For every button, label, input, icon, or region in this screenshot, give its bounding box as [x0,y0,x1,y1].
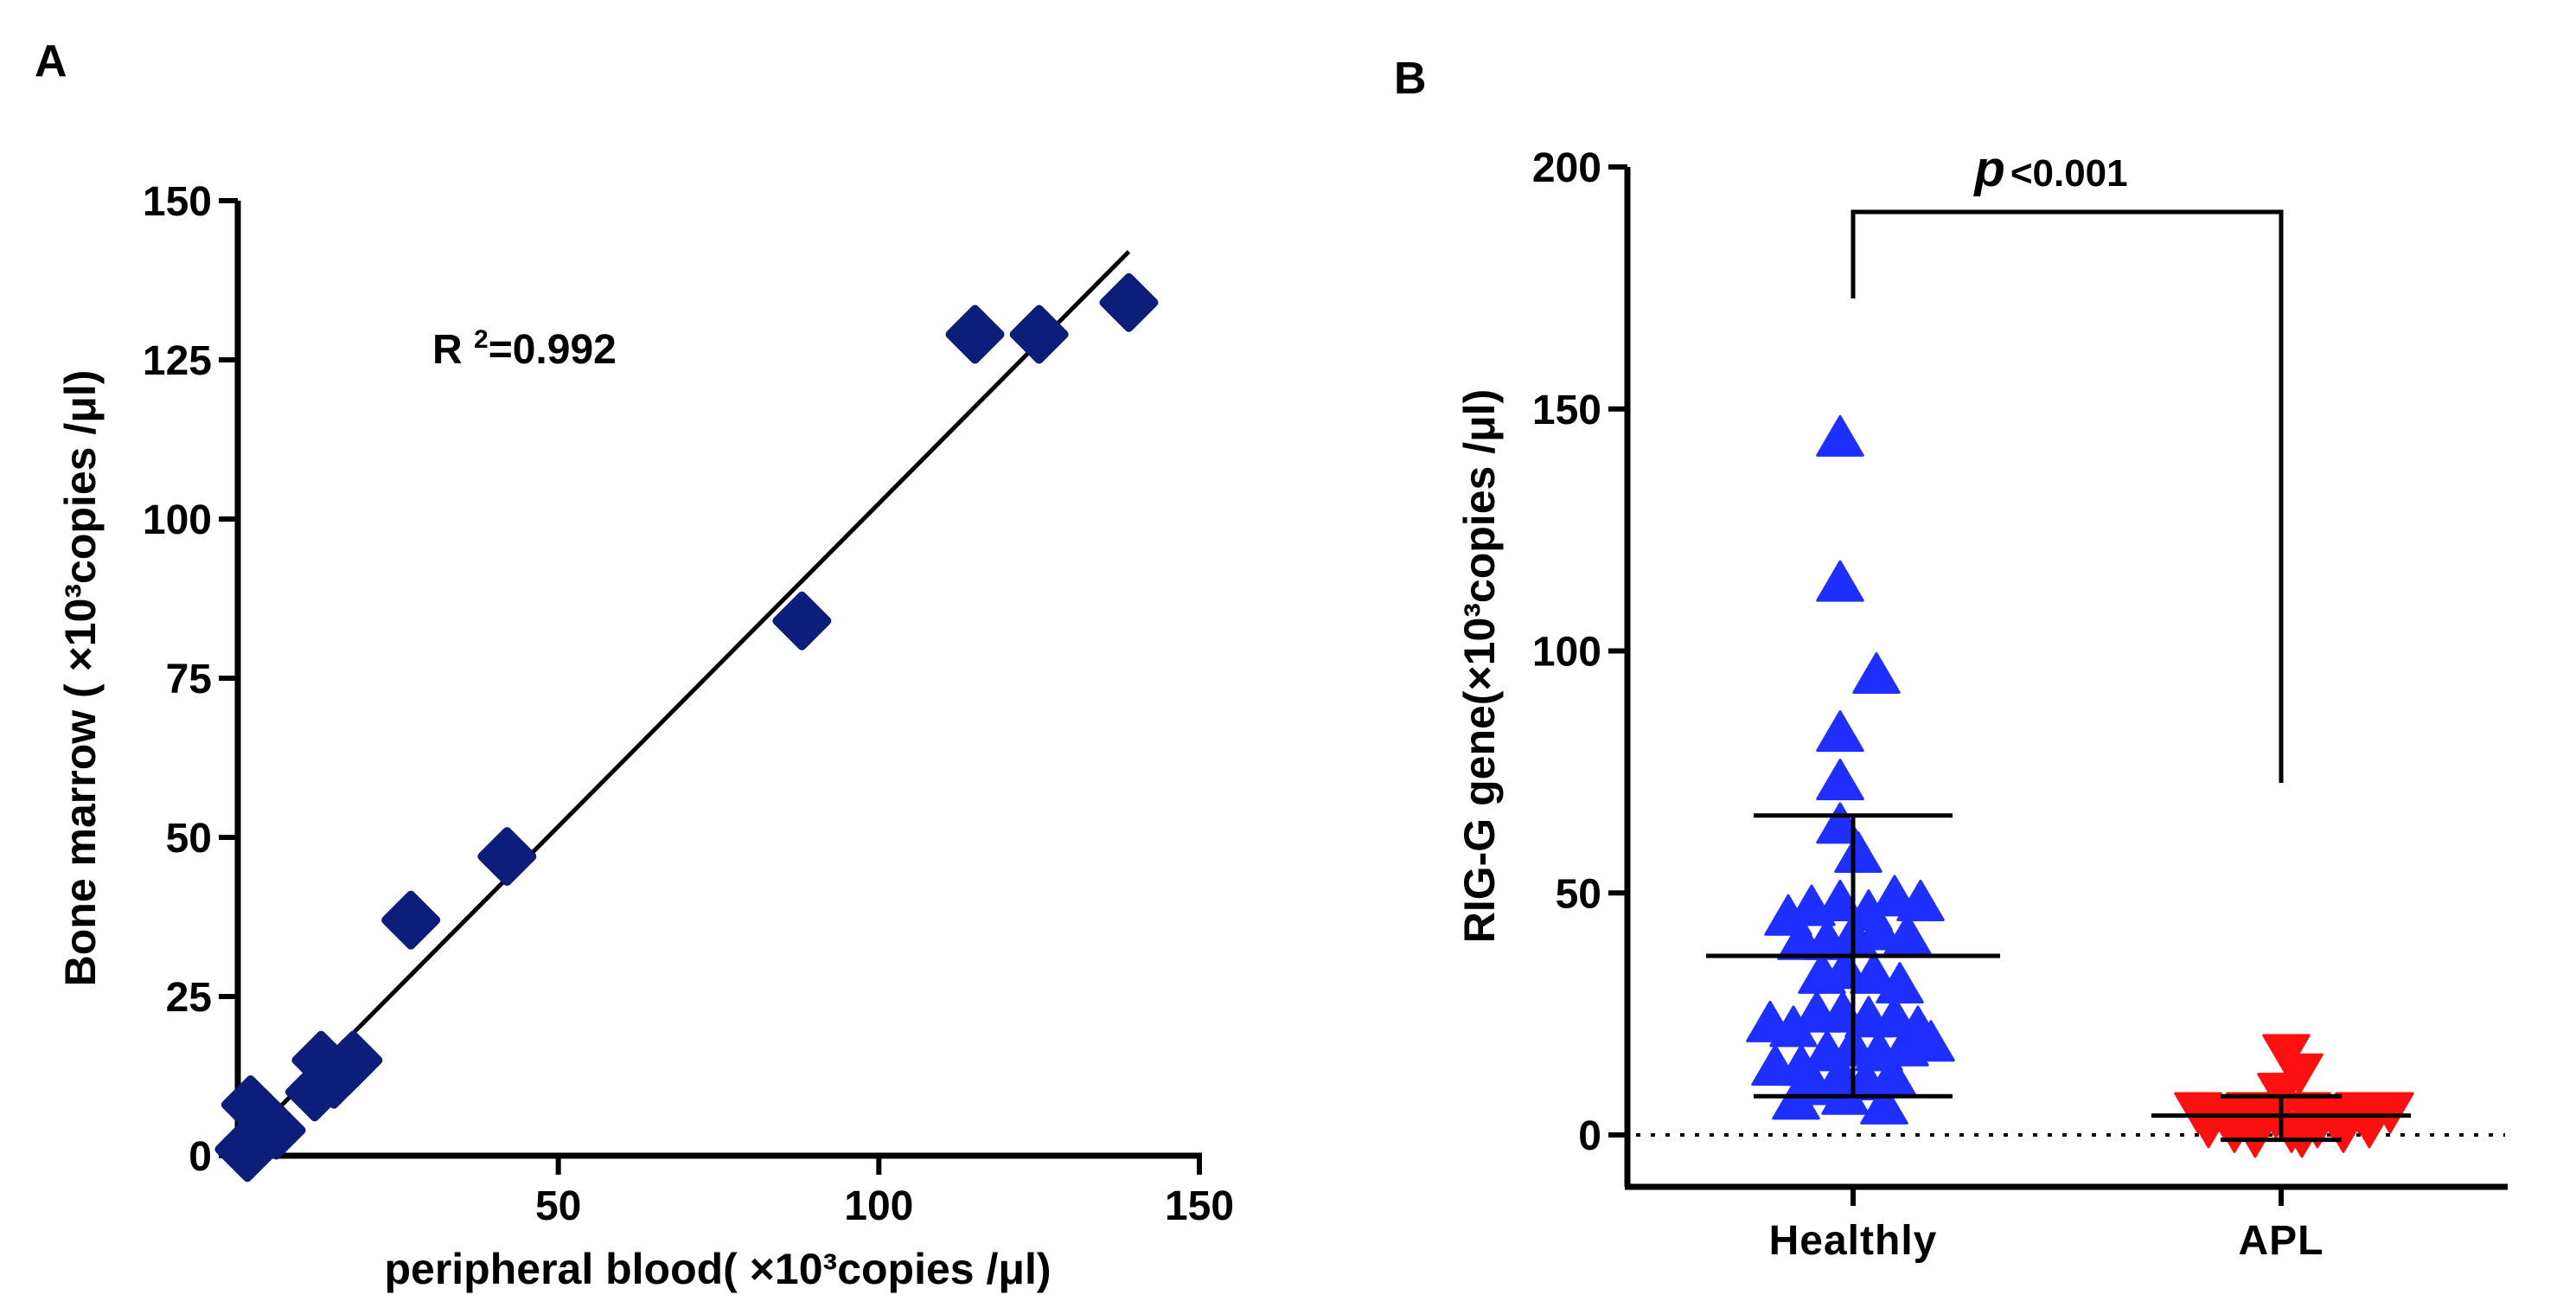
data-point-diamond [1099,272,1159,332]
y-tick-label-a: 50 [166,816,212,862]
y-tick-label-b: 150 [1532,388,1601,433]
y-tick-label-a: 125 [143,338,212,384]
y-axis-title-b: RIG-G gene(×10³copies /μl) [1455,389,1504,943]
x-tick-label-a: 150 [1165,1183,1234,1229]
r-squared-annotation: R 2=0.992 [432,325,617,373]
y-tick-label-a: 25 [166,975,212,1021]
y-tick-label-a: 75 [166,657,212,702]
data-point-diamond [323,1030,383,1090]
data-point-triangle-up [1855,908,1903,951]
fit-line [242,250,1131,1145]
y-tick-label-a: 100 [143,497,212,543]
data-point-triangle-up [1860,1082,1908,1125]
data-point-triangle-up [1907,1020,1955,1062]
category-label: Healthly [1769,1218,1938,1264]
significance-bracket [1851,209,2284,783]
x-tick-label-a: 100 [844,1183,913,1229]
data-point-triangle-up [1896,879,1945,921]
x-axis-title-a: peripheral blood( ×10³copies /μl) [384,1245,1051,1293]
data-point-diamond [477,827,537,887]
y-tick-label-b: 100 [1532,630,1601,676]
data-point-diamond [772,591,832,651]
data-point-triangle-up [1816,414,1864,457]
data-point-triangle-up [1816,759,1864,801]
data-point-triangle-up [1850,952,1898,994]
y-tick-label-a: 0 [189,1134,212,1180]
category-label: APL [2239,1218,2324,1264]
panel-label-b: B [1394,54,1427,104]
y-tick-label-b: 200 [1532,145,1601,191]
x-tick-label-a: 50 [535,1183,581,1229]
data-point-diamond [381,890,441,950]
panel-label-a: A [35,36,67,87]
data-point-diamond [1009,304,1069,364]
data-point-diamond [945,304,1005,364]
y-tick-label-b: 0 [1578,1113,1601,1159]
data-point-diamond [246,1100,306,1160]
data-point-triangle-up [1816,560,1864,602]
y-axis-title-a: Bone marrow ( ×10³copies /μl) [56,370,105,987]
data-point-triangle-up [1816,710,1864,753]
scatter-panel-b: 0 50 100 150 200 Healthly APL p <0.001 RIG-G g… [1455,141,2508,1264]
data-point-triangle-up [1834,830,1882,873]
y-tick-label-b: 50 [1556,871,1601,917]
significance-annotation: p <0.001 [1972,141,2127,197]
y-tick-label-a: 150 [143,179,212,225]
data-point-triangle-up [1821,947,1870,990]
data-point-triangle-up [1772,1078,1820,1120]
data-point-triangle-up [1876,962,1924,1004]
data-point-triangle-up [1852,651,1901,694]
scatter-panel-a: 0 25 50 75 100 125 150 50 100 150 R 2=0.992 peri… [56,179,1234,1293]
